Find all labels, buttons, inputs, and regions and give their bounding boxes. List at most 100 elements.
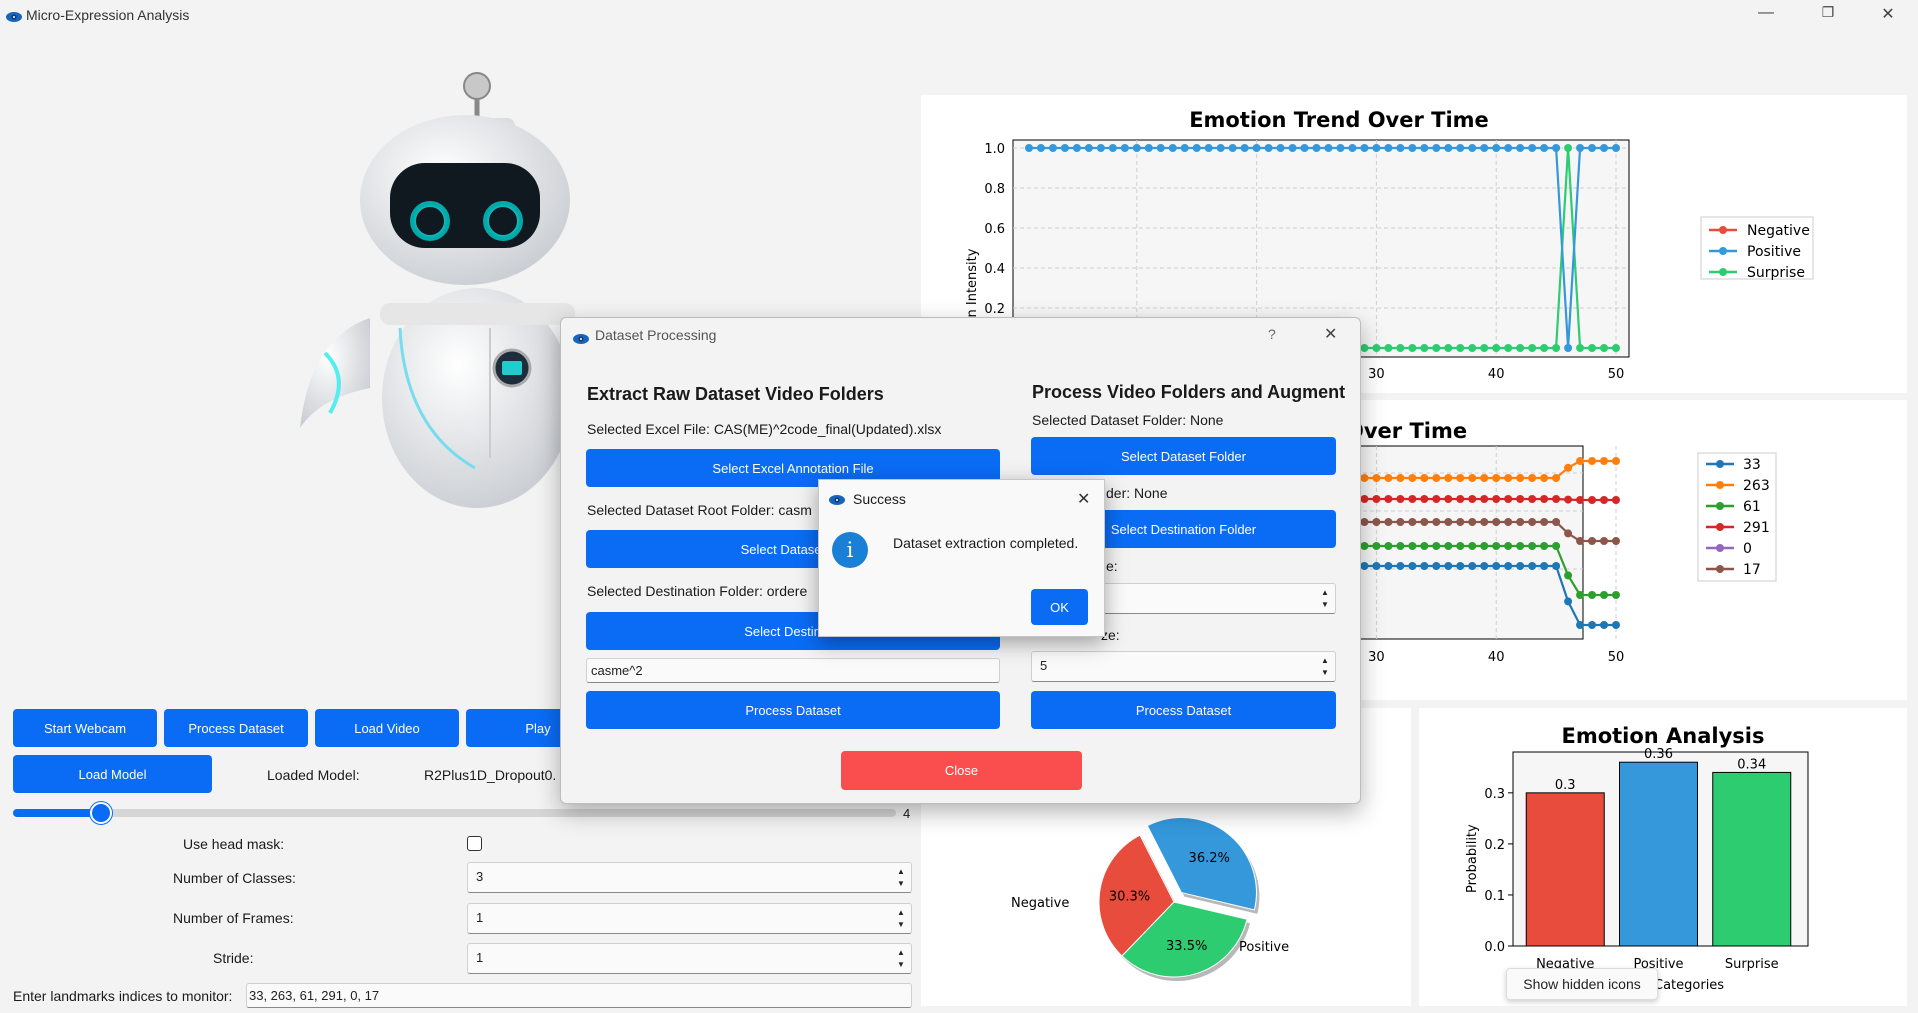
landmarks-input[interactable]: 33, 263, 61, 291, 0, 17 (246, 983, 912, 1008)
landmark-point (1528, 474, 1537, 482)
pie-label: Positive (1239, 940, 1289, 955)
landmark-point (1564, 571, 1573, 580)
trend-point (1468, 144, 1477, 152)
spin-up-icon[interactable]: ▲ (897, 908, 905, 917)
trend-point (1480, 144, 1489, 152)
stride-input[interactable]: 1 ▲ ▼ (467, 943, 912, 974)
loaded-model-value: R2Plus1D_Dropout0. (424, 767, 557, 783)
landmark-point (1420, 518, 1429, 526)
stride-label: Stride: (213, 950, 254, 966)
load-model-button[interactable]: Load Model (13, 755, 212, 793)
landmark-point (1492, 562, 1501, 570)
landmark-point (1516, 562, 1525, 570)
landmark-point (1600, 537, 1609, 545)
trend-point (1084, 144, 1093, 152)
spin-down-icon[interactable]: ▼ (897, 960, 905, 969)
landmark-point (1480, 518, 1489, 526)
hidden-icons-tooltip: Show hidden icons (1506, 968, 1658, 1000)
right-field2-label: ze: (1101, 627, 1120, 643)
right-process-dataset-button[interactable]: Process Dataset (1031, 691, 1336, 729)
spin-up-icon[interactable]: ▲ (897, 867, 905, 876)
landmark-point (1456, 495, 1465, 503)
landmark-point (1432, 495, 1441, 503)
landmark-point (1480, 474, 1489, 482)
landmarks-label: Enter landmarks indices to monitor: (13, 988, 233, 1004)
extract-heading: Extract Raw Dataset Video Folders (587, 384, 884, 404)
landmark-point (1468, 495, 1477, 503)
spin-down-icon[interactable]: ▼ (897, 879, 905, 888)
bar-ytick: 0.0 (1484, 940, 1505, 955)
left-process-dataset-button[interactable]: Process Dataset (586, 691, 1000, 729)
trend-point (1360, 144, 1369, 152)
right-field2-value: 5 (1040, 658, 1048, 673)
ok-button[interactable]: OK (1031, 589, 1088, 625)
landmark-point (1528, 562, 1537, 570)
landmark-point (1576, 496, 1585, 504)
spin-down-icon[interactable]: ▼ (1321, 668, 1329, 677)
spin-down-icon[interactable]: ▼ (897, 920, 905, 929)
select-dataset-folder-button[interactable]: Select Dataset Folder (1031, 437, 1336, 475)
landmark-point (1468, 542, 1477, 550)
trend-ytick: 0.8 (984, 182, 1005, 197)
right-field2-input[interactable]: 5 ▲ ▼ (1031, 651, 1336, 682)
landmark-legend-marker (1716, 544, 1724, 552)
landmark-point (1540, 518, 1549, 526)
dataset-name-input[interactable]: casme^2 (586, 658, 1000, 683)
dialog-close-icon[interactable]: ✕ (1324, 326, 1338, 343)
landmark-point (1516, 474, 1525, 482)
landmark-point (1612, 537, 1620, 545)
trend-point (1384, 344, 1393, 352)
bar-value-label: 0.36 (1644, 747, 1673, 762)
success-close-icon[interactable]: ✕ (1077, 491, 1091, 508)
restore-icon[interactable]: ❐ (1821, 4, 1835, 20)
bar-ytick: 0.1 (1484, 889, 1505, 904)
head-mask-checkbox[interactable] (467, 836, 482, 851)
help-icon[interactable]: ? (1268, 326, 1276, 342)
landmark-legend-marker (1716, 565, 1724, 573)
landmark-point (1600, 591, 1609, 599)
trend-point (1552, 144, 1561, 152)
load-video-button[interactable]: Load Video (315, 709, 459, 747)
trend-point (1504, 144, 1513, 152)
trend-point (1108, 144, 1117, 152)
spin-up-icon[interactable]: ▲ (897, 948, 905, 957)
landmark-point (1396, 495, 1405, 503)
spin-down-icon[interactable]: ▼ (1321, 600, 1329, 609)
dialog-eye-icon (573, 334, 589, 344)
num-classes-value: 3 (476, 869, 484, 884)
success-message: Dataset extraction completed. (893, 535, 1079, 551)
bar-ylabel: Probability (1465, 824, 1480, 893)
landmark-point (1480, 495, 1489, 503)
bar (1525, 792, 1605, 947)
landmark-point (1564, 495, 1573, 504)
loaded-model-label: Loaded Model: (267, 767, 360, 783)
landmark-point (1588, 457, 1597, 465)
landmark-point (1492, 518, 1501, 526)
spin-up-icon[interactable]: ▲ (1321, 588, 1329, 597)
landmark-point (1420, 542, 1429, 550)
start-webcam-button[interactable]: Start Webcam (13, 709, 157, 747)
trend-point (1192, 144, 1201, 152)
frame-slider[interactable] (13, 802, 896, 824)
process-dataset-button[interactable]: Process Dataset (164, 709, 308, 747)
trend-point (1540, 344, 1549, 352)
trend-legend-marker (1719, 247, 1727, 255)
landmark-point (1444, 562, 1453, 570)
landmark-point (1552, 495, 1561, 503)
spin-up-icon[interactable]: ▲ (1321, 656, 1329, 665)
success-dialog: Success ✕ i Dataset extraction completed… (818, 479, 1105, 637)
landmark-point (1456, 562, 1465, 570)
num-classes-label: Number of Classes: (173, 870, 296, 886)
landmark-legend-entry: 0 (1743, 541, 1752, 557)
minimize-icon[interactable]: — (1758, 4, 1774, 21)
landmark-point (1528, 542, 1537, 550)
landmark-point (1492, 495, 1501, 503)
close-icon[interactable]: ✕ (1881, 6, 1895, 23)
close-button[interactable]: Close (841, 751, 1082, 790)
trend-point (1324, 144, 1333, 152)
num-frames-input[interactable]: 1 ▲ ▼ (467, 903, 912, 934)
slider-fill (13, 809, 102, 817)
slider-thumb[interactable] (90, 802, 113, 824)
landmark-point (1444, 495, 1453, 503)
num-classes-input[interactable]: 3 ▲ ▼ (467, 862, 912, 893)
